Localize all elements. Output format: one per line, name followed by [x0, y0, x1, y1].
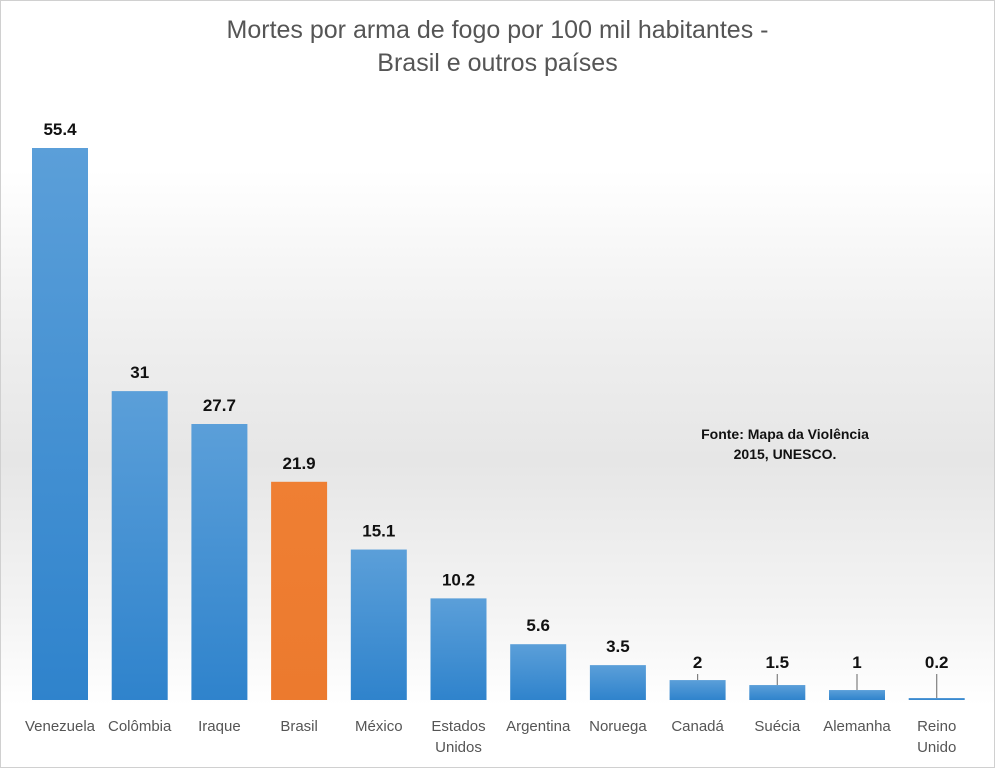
bar-alemanha: [829, 690, 885, 700]
data-label-iraque: 27.7: [203, 396, 236, 415]
tick-label-suecia: Suécia: [754, 718, 801, 735]
chart-title-line-2: Brasil e outros países: [377, 49, 618, 77]
data-label-alemanha: 1: [852, 653, 861, 672]
bar-brasil: [271, 481, 328, 700]
chart-title: Mortes por arma de fogo por 100 mil habi…: [0, 14, 995, 80]
bar-venezuela: [32, 148, 88, 700]
tick-label-noruega: Noruega: [589, 718, 647, 735]
tick-label-venezuela: Venezuela: [25, 718, 96, 735]
bar-noruega: [589, 665, 646, 700]
bar-iraque: [191, 424, 248, 700]
data-label-suecia: 1.5: [765, 653, 789, 672]
tick-label-brasil: Brasil: [280, 718, 318, 735]
tick-label-alemanha: Alemanha: [823, 718, 891, 735]
source-line-2: 2015, UNESCO.: [733, 446, 837, 462]
data-label-estados-unidos: 10.2: [442, 570, 475, 589]
bar-canada: [669, 680, 726, 700]
tick-label-reino-unido: Reino Unido: [917, 718, 956, 756]
data-label-canada: 2: [693, 653, 702, 672]
data-label-venezuela: 55.4: [43, 120, 77, 139]
tick-label-colombia: Colômbia: [108, 718, 172, 735]
data-label-brasil: 21.9: [283, 454, 316, 473]
source-annotation: Fonte: Mapa da Violência 2015, UNESCO.: [660, 424, 910, 464]
data-label-reino-unido: 0.2: [925, 653, 949, 672]
tick-label-argentina: Argentina: [506, 718, 571, 735]
data-label-colombia: 31: [130, 363, 149, 382]
source-line-1: Fonte: Mapa da Violência: [701, 426, 869, 442]
data-label-mexico: 15.1: [362, 522, 395, 541]
tick-label-canada: Canadá: [671, 718, 724, 735]
tick-label-iraque: Iraque: [198, 718, 241, 735]
bar-argentina: [510, 644, 567, 700]
category-axis: Venezuela Colômbia Iraque Brasil México Estad…: [25, 718, 956, 756]
tick-label-estados-unidos: Estados Unidos: [431, 718, 485, 756]
data-label-argentina: 5.6: [526, 616, 550, 635]
bar-reino-unido: [908, 698, 965, 700]
bar-colombia: [111, 391, 168, 700]
bar-estados-unidos: [430, 598, 487, 700]
bar-mexico: [350, 549, 407, 700]
chart-title-line-1: Mortes por arma de fogo por 100 mil habi…: [226, 16, 769, 44]
bars-group: [32, 148, 965, 700]
bar-suecia: [749, 685, 806, 700]
data-label-noruega: 3.5: [606, 637, 630, 656]
tick-label-mexico: México: [355, 718, 403, 735]
